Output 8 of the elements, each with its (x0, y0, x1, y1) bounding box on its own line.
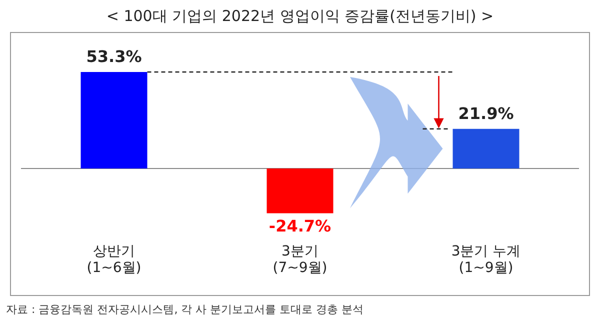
x-tick-label: 상반기 (1~6월) (86, 243, 142, 276)
text: 자료 : 금융감독원 전자공시시스템, 각 사 분기보고서를 토대로 경총 분석 (5, 302, 365, 317)
x-tick-label: 3분기 (7~9월) (272, 243, 328, 276)
chart-title: < 100대 기업의 2022년 영업이익 증감률(전년동기비) > (105, 6, 495, 27)
data-label: 53.3% (86, 47, 142, 66)
data-label: -24.7% (268, 216, 332, 236)
x-tick-label: 3분기 누계 (1~9월) (451, 243, 521, 276)
data-label: 21.9% (458, 104, 514, 124)
